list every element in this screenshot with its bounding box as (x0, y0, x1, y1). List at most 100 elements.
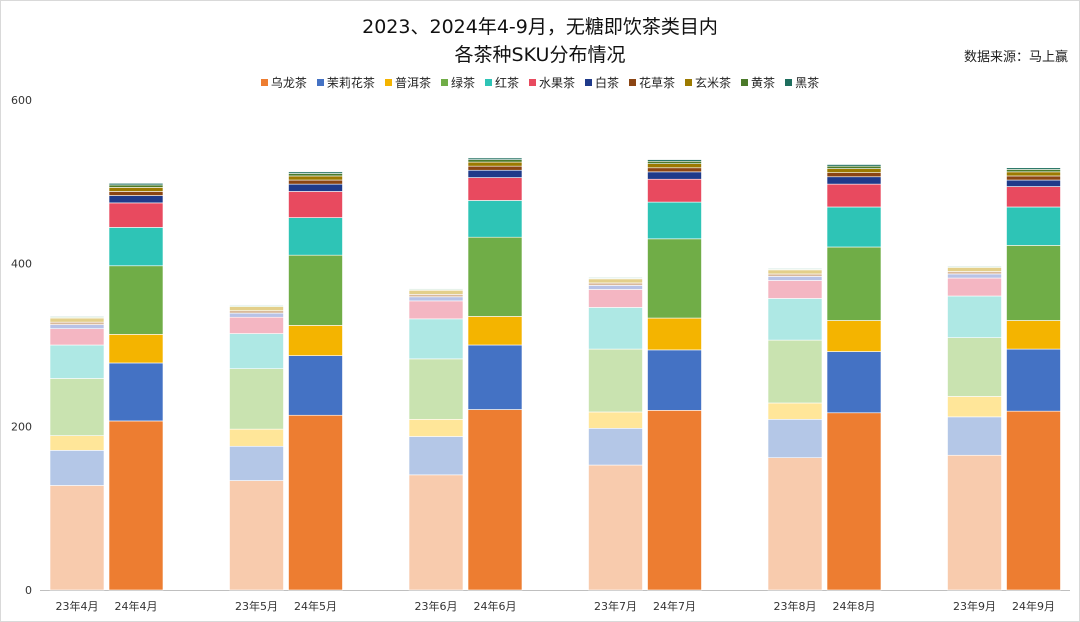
bar-segment (767, 267, 823, 270)
bar-segment (467, 316, 523, 346)
legend-item-5: 水果茶 (528, 74, 575, 91)
bar-segment (826, 165, 882, 169)
bar-segment (947, 271, 1002, 275)
bar-segment (467, 159, 523, 163)
bar-segment (467, 177, 523, 201)
bar-segment (49, 324, 105, 329)
bar-segment (49, 328, 105, 346)
bar-segment (588, 282, 643, 286)
bar-segment (647, 159, 702, 162)
bar-segment (647, 201, 702, 240)
bar-segment (947, 273, 1002, 279)
bar-stack-9 (826, 164, 882, 591)
bar-segment (467, 409, 523, 591)
x-tick-label: 23年4月 (56, 599, 99, 613)
bar-segment (947, 337, 1002, 397)
bar-segment (826, 351, 882, 414)
bar-segment (408, 296, 464, 302)
legend-swatch (384, 79, 392, 86)
bar-segment (647, 410, 702, 591)
bar-segment (229, 310, 284, 314)
bar-segment (467, 169, 523, 178)
bar-segment (947, 295, 1002, 338)
bar-segment (288, 183, 343, 192)
bar-segment (108, 187, 164, 192)
y-tick-label: 400 (11, 257, 32, 270)
bar-segment (767, 402, 823, 420)
legend-swatch (785, 79, 793, 86)
legend-label: 花草茶 (639, 76, 676, 90)
bar-segment (49, 485, 105, 591)
legend-swatch (528, 79, 536, 86)
bar-segment (947, 267, 1002, 272)
bar-stack-7 (647, 159, 702, 591)
bars-layer (49, 157, 1061, 591)
bar-segment (826, 246, 882, 321)
legend-item-6: 白茶 (585, 74, 619, 91)
legend-item-9: 黄茶 (741, 74, 775, 91)
bar-segment (49, 316, 105, 318)
bar-segment (288, 191, 343, 218)
bar-segment (1006, 171, 1061, 177)
bar-segment (49, 435, 105, 451)
x-tick-label: 23年7月 (594, 599, 637, 613)
bar-segment (229, 368, 284, 430)
bar-segment (947, 277, 1002, 297)
bar-segment (826, 176, 882, 185)
x-tick-label: 24年8月 (833, 599, 876, 613)
legend-swatch (440, 79, 448, 86)
bar-segment (467, 200, 523, 238)
bar-segment (408, 289, 464, 295)
bar-segment (229, 480, 284, 591)
bar-segment (108, 184, 164, 188)
bar-segment (288, 171, 343, 174)
bar-segment (108, 362, 164, 422)
bar-segment (767, 298, 823, 341)
bar-segment (947, 396, 1002, 418)
bar-segment (1006, 179, 1061, 187)
bar-stack-11 (1006, 167, 1061, 591)
bar-segment (49, 317, 105, 323)
bar-segment (647, 238, 702, 319)
bar-segment (826, 168, 882, 173)
bar-segment (647, 171, 702, 180)
bar-segment (408, 436, 464, 476)
legend-swatch (260, 79, 268, 86)
bar-segment (588, 276, 643, 279)
legend-item-10: 黑茶 (785, 74, 819, 91)
x-tick-label: 24年7月 (653, 599, 696, 613)
bar-segment (1006, 348, 1061, 412)
legend-swatch (741, 79, 749, 86)
bar-segment (588, 289, 643, 308)
bar-segment (288, 355, 343, 416)
bar-segment (588, 411, 643, 429)
bar-stack-4 (408, 288, 464, 591)
legend-label: 黄茶 (751, 76, 776, 90)
legend-item-1: 茉莉花茶 (316, 74, 375, 91)
bar-segment (826, 172, 882, 178)
legend-item-3: 绿茶 (440, 74, 475, 91)
legend-label: 绿茶 (450, 76, 475, 90)
bar-segment (1006, 245, 1061, 321)
x-tick-label: 23年5月 (235, 599, 278, 613)
bar-segment (767, 269, 823, 275)
bar-segment (588, 348, 643, 413)
bar-segment (49, 344, 105, 379)
x-tick-label: 24年9月 (1012, 599, 1055, 613)
y-tick-label: 200 (11, 421, 32, 434)
y-axis: 0 200 400 600 (11, 94, 1070, 597)
bar-segment (767, 457, 823, 591)
bar-segment (229, 306, 284, 312)
bar-segment (108, 191, 164, 196)
bar-segment (408, 288, 464, 290)
bar-segment (647, 317, 702, 351)
bar-segment (229, 428, 284, 447)
bar-segment (1006, 410, 1061, 591)
bar-segment (408, 300, 464, 320)
bar-segment (647, 167, 702, 173)
bar-segment (647, 349, 702, 411)
x-tick-label: 24年4月 (115, 599, 158, 613)
legend-label: 玄米茶 (695, 76, 732, 90)
bar-segment (947, 454, 1002, 591)
